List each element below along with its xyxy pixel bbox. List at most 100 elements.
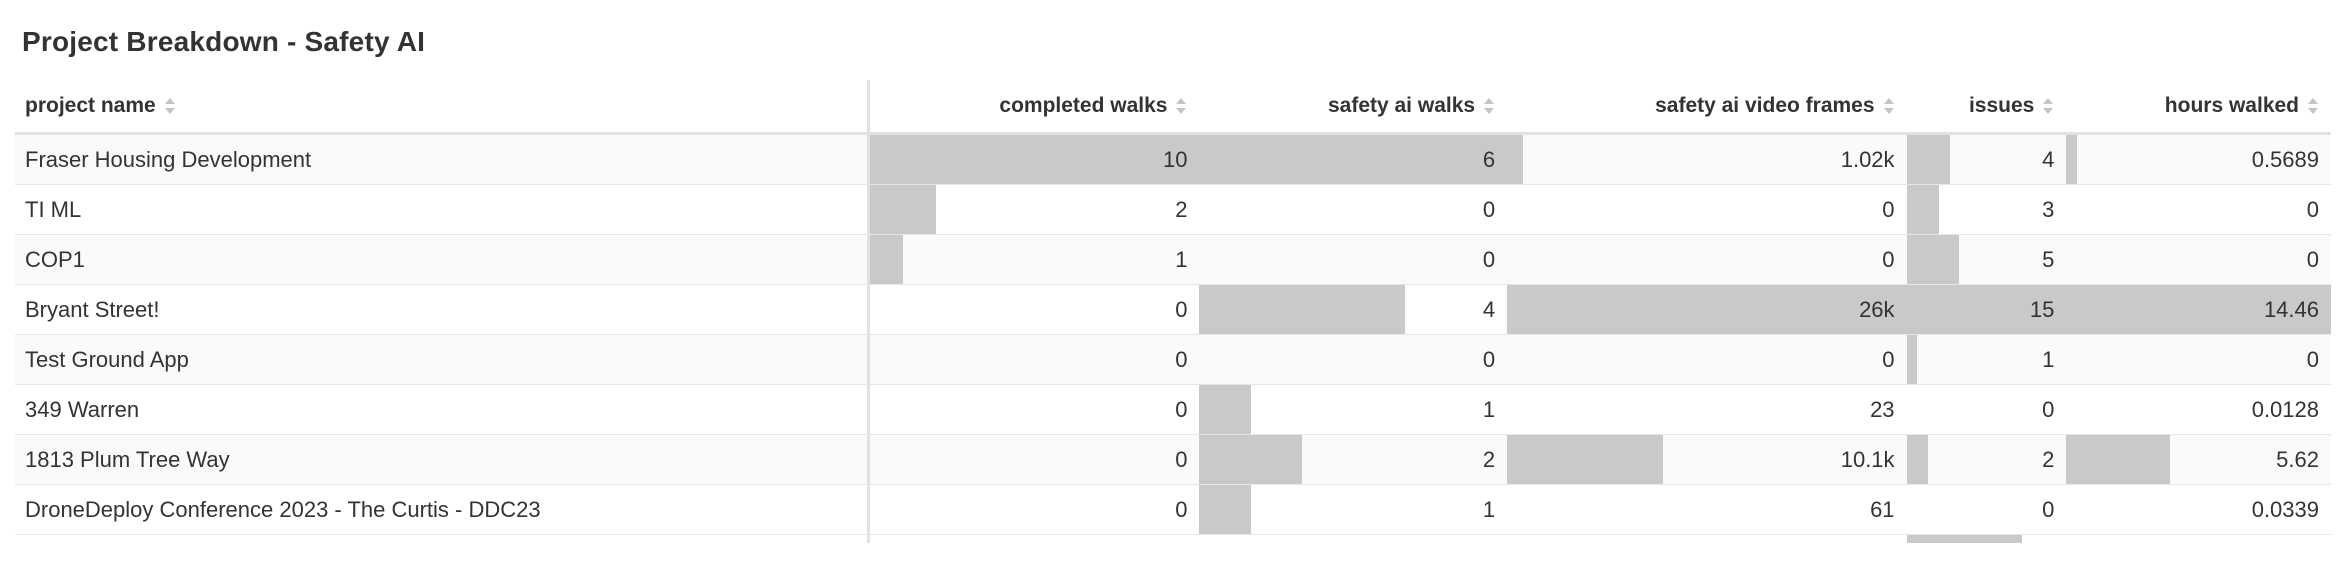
hours-walked-bar (2066, 135, 2077, 184)
safety-ai-video-frames-cell (1507, 535, 1906, 543)
issues-bar (1906, 335, 1918, 384)
safety-ai-video-frames-cell: 26k (1507, 285, 1907, 334)
project-name-cell: Fraser Housing Development (15, 135, 870, 184)
project-name-cell: Bryant Street! (15, 285, 870, 334)
header-safety-ai-video-frames-label: safety ai video frames (1655, 94, 1875, 117)
safety-ai-walks-value: 4 (1482, 296, 1496, 322)
header-issues-label: issues (1968, 94, 2035, 117)
issues-bar (1906, 535, 2022, 543)
completed-walks-cell: 0 (870, 435, 1200, 484)
safety-ai-video-frames-cell: 10.1k (1507, 435, 1906, 484)
safety-ai-video-frames-bar (1507, 135, 1524, 184)
hours-walked-cell: 0.0339 (2066, 485, 2331, 534)
hours-walked-cell: 0 (2066, 235, 2331, 284)
header-hours-walked[interactable]: hours walked (2066, 80, 2331, 132)
sort-icon[interactable] (1883, 97, 1895, 115)
safety-ai-video-frames-cell: 0 (1507, 185, 1906, 234)
header-safety-ai-walks[interactable]: safety ai walks (1199, 80, 1507, 132)
safety-ai-walks-bar (1199, 385, 1251, 434)
safety-ai-walks-value: 6 (1482, 146, 1496, 172)
issues-cell: 15 (1906, 285, 2067, 334)
project-name-cell: COP1 (15, 235, 870, 284)
header-completed-walks-label: completed walks (999, 94, 1168, 117)
project-name-cell: 349 Warren (15, 385, 870, 434)
table-header: project name completed walks safety ai w… (15, 80, 2331, 135)
project-name-cell: Test Ground App (15, 335, 870, 384)
safety-ai-video-frames-cell: 0 (1507, 235, 1906, 284)
issues-value: 3 (2042, 196, 2055, 222)
safety-ai-video-frames-value: 1.02k (1840, 146, 1895, 172)
table-row[interactable]: 349 Warren 0 1 23 0 0.0128 (15, 385, 2331, 435)
issues-cell (1906, 535, 2067, 543)
issues-value: 0 (2042, 396, 2055, 422)
completed-walks-cell: 0 (870, 485, 1200, 534)
project-name: TI ML (25, 196, 82, 222)
safety-ai-walks-cell: 1 (1199, 385, 1507, 434)
hours-walked-value: 0.0128 (2251, 396, 2319, 422)
table-row[interactable]: Bryant Street! 0 4 26k 15 14.46 (15, 285, 2331, 335)
project-name-cell: 1813 Plum Tree Way (15, 435, 870, 484)
project-breakdown-table: project name completed walks safety ai w… (15, 80, 2331, 543)
completed-walks-value: 0 (1175, 346, 1188, 372)
hours-walked-bar (2066, 285, 2331, 334)
project-name: Fraser Housing Development (25, 146, 312, 172)
header-project-name[interactable]: project name (15, 80, 870, 132)
table-row[interactable]: TI ML 2 0 0 3 0 (15, 185, 2331, 235)
project-name-cell (15, 535, 870, 543)
safety-ai-walks-value: 1 (1482, 496, 1496, 522)
sort-icon[interactable] (1175, 97, 1187, 115)
issues-value: 1 (2042, 346, 2055, 372)
issues-value: 5 (2042, 246, 2055, 272)
issues-bar (1906, 135, 1950, 184)
completed-walks-bar (869, 235, 903, 284)
safety-ai-video-frames-value: 10.1k (1840, 446, 1895, 472)
safety-ai-walks-cell: 0 (1199, 185, 1507, 234)
hours-walked-value: 14.46 (2263, 296, 2319, 322)
hours-walked-cell: 5.62 (2066, 435, 2331, 484)
safety-ai-video-frames-cell: 23 (1507, 385, 1906, 434)
completed-walks-value: 10 (1162, 146, 1188, 172)
completed-walks-cell: 0 (870, 385, 1200, 434)
safety-ai-video-frames-value: 23 (1870, 396, 1895, 422)
sort-icon[interactable] (1483, 97, 1495, 115)
safety-ai-walks-cell: 4 (1199, 285, 1507, 334)
project-name: DroneDeploy Conference 2023 - The Curtis… (25, 496, 541, 522)
table-row[interactable]: Test Ground App 0 0 0 1 0 (15, 335, 2331, 385)
issues-value: 2 (2042, 446, 2055, 472)
safety-ai-walks-cell: 6 (1199, 135, 1508, 184)
safety-ai-video-frames-bar (1507, 435, 1663, 484)
issues-value: 4 (2042, 146, 2055, 172)
header-safety-ai-video-frames[interactable]: safety ai video frames (1507, 80, 1906, 132)
header-completed-walks[interactable]: completed walks (870, 80, 1200, 132)
hours-walked-value: 0 (2306, 246, 2319, 272)
safety-ai-walks-cell: 0 (1199, 335, 1507, 384)
sort-icon[interactable] (2042, 97, 2054, 115)
table-row[interactable]: 1813 Plum Tree Way 0 2 10.1k 2 5.62 (15, 435, 2331, 485)
sort-icon[interactable] (164, 97, 176, 115)
safety-ai-walks-cell (1199, 535, 1507, 543)
safety-ai-walks-bar (1199, 485, 1251, 534)
completed-walks-cell: 0 (870, 285, 1200, 334)
safety-ai-walks-bar (1199, 435, 1302, 484)
issues-cell: 4 (1906, 135, 2067, 184)
table-row-partial (15, 535, 2331, 543)
issues-cell: 5 (1906, 235, 2067, 284)
completed-walks-value: 0 (1175, 496, 1188, 522)
project-name-cell: TI ML (15, 185, 870, 234)
hours-walked-cell: 14.46 (2066, 285, 2331, 334)
completed-walks-value: 0 (1175, 446, 1188, 472)
sort-icon[interactable] (2307, 97, 2319, 115)
issues-bar (1906, 235, 1960, 284)
project-name: 349 Warren (25, 396, 140, 422)
issues-cell: 2 (1906, 435, 2067, 484)
header-issues[interactable]: issues (1907, 80, 2067, 132)
hours-walked-bar (2066, 435, 2170, 484)
table-row[interactable]: Fraser Housing Development 10 6 1.02k 4 … (15, 135, 2331, 185)
completed-walks-cell: 1 (869, 235, 1200, 284)
safety-ai-walks-value: 1 (1482, 396, 1496, 422)
completed-walks-cell: 10 (869, 135, 1200, 184)
hours-walked-value: 0.5689 (2251, 146, 2319, 172)
table-row[interactable]: DroneDeploy Conference 2023 - The Curtis… (15, 485, 2331, 535)
safety-ai-video-frames-value: 0 (1882, 196, 1895, 222)
table-row[interactable]: COP1 1 0 0 5 0 (15, 235, 2331, 285)
